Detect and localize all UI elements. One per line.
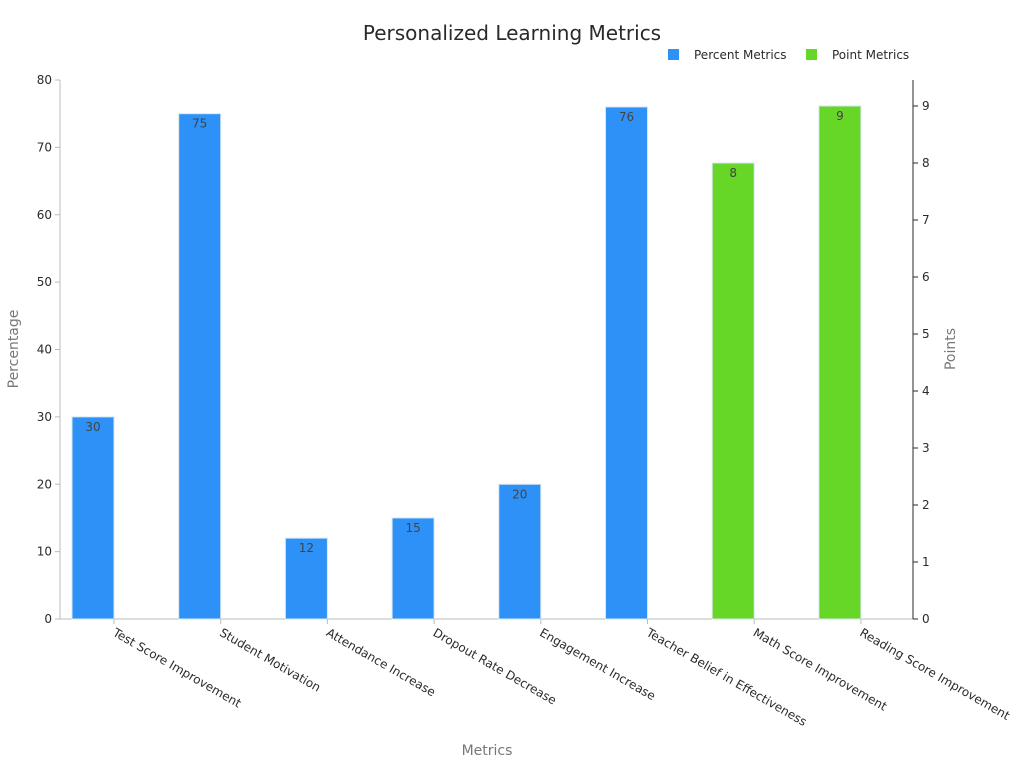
y-tick-label-left: 70 — [37, 140, 52, 154]
bar-point-metrics — [818, 105, 862, 620]
y-tick-label-left: 30 — [37, 410, 52, 424]
y-tick-label-left: 80 — [37, 73, 52, 87]
bar-percent-metrics — [284, 537, 328, 620]
y-tick-label-left: 0 — [44, 612, 52, 626]
data-label-percent-metrics: 20 — [512, 487, 527, 501]
y-tick-label-left: 40 — [37, 343, 52, 357]
data-label-point-metrics: 9 — [836, 109, 844, 123]
bar-point-metrics — [711, 162, 755, 620]
legend: Percent Metrics Point Metrics — [668, 48, 909, 62]
y-tick-label-left: 20 — [37, 477, 52, 491]
data-label-percent-metrics: 15 — [405, 521, 420, 535]
data-label-percent-metrics: 75 — [192, 117, 207, 131]
y-tick-label-left: 60 — [37, 208, 52, 222]
data-label-percent-metrics: 76 — [619, 110, 634, 124]
y-tick-label-right: 0 — [922, 612, 930, 626]
y-axis-title-left: Percentage — [6, 310, 22, 389]
y-tick-label-right: 3 — [922, 441, 930, 455]
legend-swatch-percent-metrics — [668, 49, 679, 60]
y-tick-label-right: 4 — [922, 384, 930, 398]
chart-title: Personalized Learning Metrics — [363, 21, 661, 45]
x-tick-label: Student Motivation — [217, 625, 323, 694]
x-tick-label: Attendance Increase — [324, 625, 438, 699]
y-tick-label-right: 2 — [922, 498, 930, 512]
y-tick-label-right: 8 — [922, 156, 930, 170]
bar-percent-metrics — [498, 483, 542, 620]
bar-percent-metrics — [178, 113, 222, 620]
y-axis-title-right: Points — [943, 328, 959, 370]
y-tick-label-right: 7 — [922, 213, 930, 227]
data-label-percent-metrics: 30 — [85, 420, 100, 434]
bar-percent-metrics — [71, 416, 115, 620]
y-tick-label-right: 5 — [922, 327, 930, 341]
legend-swatch-point-metrics — [806, 49, 817, 60]
x-axis-title: Metrics — [462, 743, 513, 759]
data-label-percent-metrics: 12 — [299, 541, 314, 555]
legend-label-percent-metrics: Percent Metrics — [694, 48, 787, 62]
y-tick-label-right: 1 — [922, 555, 930, 569]
x-tick-label: Engagement Increase — [537, 625, 658, 703]
legend-label-point-metrics: Point Metrics — [832, 48, 909, 62]
y-tick-label-right: 9 — [922, 99, 930, 113]
y-tick-label-left: 50 — [37, 275, 52, 289]
bar-percent-metrics — [391, 517, 435, 620]
y-tick-label-right: 6 — [922, 270, 930, 284]
data-label-point-metrics: 8 — [729, 166, 737, 180]
y-tick-label-left: 10 — [37, 545, 52, 559]
bar-percent-metrics — [605, 106, 648, 620]
